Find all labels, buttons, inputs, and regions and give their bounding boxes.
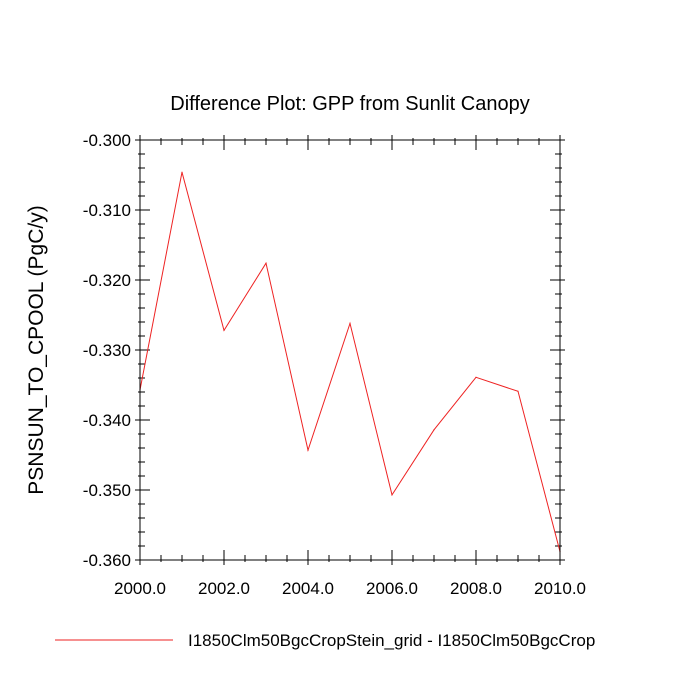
x-tick-label: 2002.0	[198, 579, 250, 598]
series-point	[391, 494, 393, 496]
x-tick-label: 2000.0	[114, 579, 166, 598]
plot-frame	[139, 139, 561, 561]
y-tick-label: -0.340	[83, 411, 131, 430]
series-point	[517, 390, 519, 392]
x-tick-label: 2010.0	[534, 579, 586, 598]
y-tick-label: -0.350	[83, 481, 131, 500]
series-point	[265, 262, 267, 264]
series-point	[433, 429, 435, 431]
y-tick-label: -0.360	[83, 551, 131, 570]
series-layer	[139, 171, 561, 553]
y-axis-label: PSNSUN_TO_CPOOL (PgC/y)	[25, 205, 48, 494]
series-point	[349, 322, 351, 324]
x-tick-label: 2004.0	[282, 579, 334, 598]
series-point	[223, 329, 225, 331]
series-point	[181, 171, 183, 173]
x-tick-label: 2008.0	[450, 579, 502, 598]
axis-tick-labels: -0.300 -0.310 -0.320 -0.330 -0.340 -0.350 -0.3…	[83, 131, 586, 598]
y-tick-label: -0.320	[83, 271, 131, 290]
legend-series-label: I1850Clm50BgcCropStein_grid - I1850Clm50…	[188, 631, 595, 650]
series-point	[307, 449, 309, 451]
series-line	[139, 172, 561, 552]
chart-title: Difference Plot: GPP from Sunlit Canopy	[170, 93, 529, 115]
x-tick-label: 2006.0	[366, 579, 418, 598]
series-point	[475, 376, 477, 378]
y-tick-label: -0.310	[83, 201, 131, 220]
y-tick-label: -0.300	[83, 131, 131, 150]
axis-ticks	[135, 135, 565, 565]
legend: I1850Clm50BgcCropStein_grid - I1850Clm50…	[55, 631, 595, 650]
y-tick-label: -0.330	[83, 341, 131, 360]
